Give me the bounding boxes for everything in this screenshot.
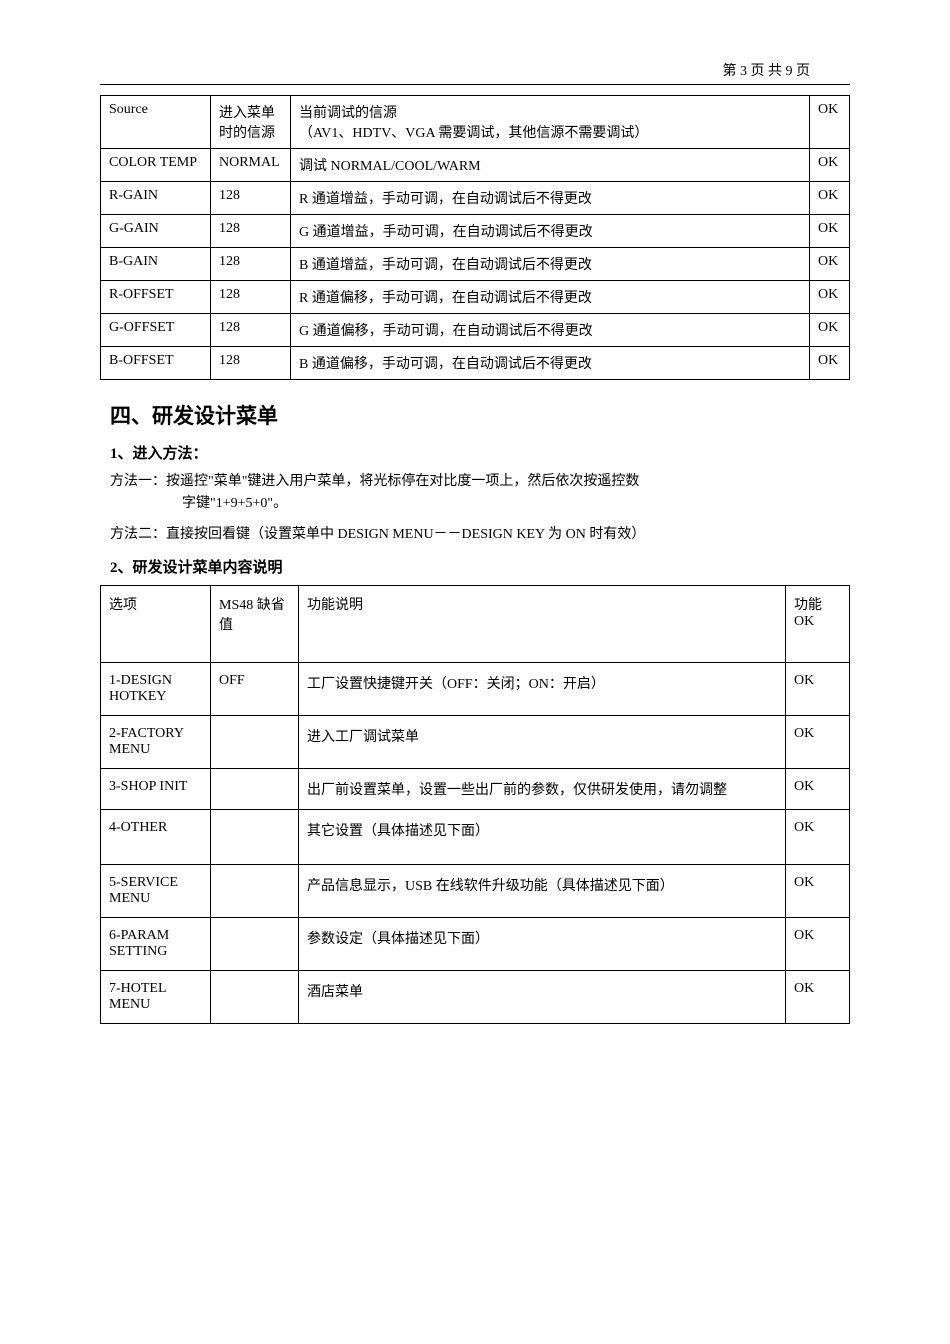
table-row: 2-FACTORY MENU 进入工厂调试菜单 OK xyxy=(101,716,850,769)
cell: 128 xyxy=(211,314,291,347)
method-1: 方法一：按遥控"菜单"键进入用户菜单，将光标停在对比度一项上，然后依次按遥控数 … xyxy=(110,471,840,516)
cell: OK xyxy=(810,314,850,347)
cell: OK xyxy=(810,347,850,380)
cell: 7-HOTEL MENU xyxy=(101,971,211,1024)
table-2: 选项 MS48 缺省值 功能说明 功能 OK 1-DESIGN HOTKEY O… xyxy=(100,585,850,1024)
cell: 128 xyxy=(211,347,291,380)
table-row: G-OFFSET 128 G 通道偏移，手动可调，在自动调试后不得更改 OK xyxy=(101,314,850,347)
table-1: Source 进入菜单时的信源 当前调试的信源 （AV1、HDTV、VGA 需要… xyxy=(100,95,850,380)
table-row: G-GAIN 128 G 通道增益，手动可调，在自动调试后不得更改 OK xyxy=(101,215,850,248)
cell: Source xyxy=(101,96,211,149)
table-row: Source 进入菜单时的信源 当前调试的信源 （AV1、HDTV、VGA 需要… xyxy=(101,96,850,149)
cell: OK xyxy=(786,865,850,918)
cell: 进入菜单时的信源 xyxy=(211,96,291,149)
header-cell: MS48 缺省值 xyxy=(211,586,299,663)
table-row: R-GAIN 128 R 通道增益，手动可调，在自动调试后不得更改 OK xyxy=(101,182,850,215)
cell: G-OFFSET xyxy=(101,314,211,347)
cell: B 通道偏移，手动可调，在自动调试后不得更改 xyxy=(291,347,810,380)
cell: 128 xyxy=(211,182,291,215)
header-cell: 功能说明 xyxy=(299,586,786,663)
table-row: 7-HOTEL MENU 酒店菜单 OK xyxy=(101,971,850,1024)
table-row: 3-SHOP INIT 出厂前设置菜单，设置一些出厂前的参数，仅供研发使用，请勿… xyxy=(101,769,850,810)
cell: OK xyxy=(786,918,850,971)
cell: B-OFFSET xyxy=(101,347,211,380)
cell: OK xyxy=(786,663,850,716)
page-number: 第 3 页 共 9 页 xyxy=(100,60,850,80)
cell: OK xyxy=(786,769,850,810)
cell: R 通道偏移，手动可调，在自动调试后不得更改 xyxy=(291,281,810,314)
cell: OFF xyxy=(211,663,299,716)
cell: 酒店菜单 xyxy=(299,971,786,1024)
cell xyxy=(211,769,299,810)
cell: 参数设定（具体描述见下面） xyxy=(299,918,786,971)
cell: 当前调试的信源 （AV1、HDTV、VGA 需要调试，其他信源不需要调试） xyxy=(291,96,810,149)
cell: 5-SERVICE MENU xyxy=(101,865,211,918)
cell-text: （AV1、HDTV、VGA 需要调试，其他信源不需要调试） xyxy=(299,122,801,142)
cell: R-OFFSET xyxy=(101,281,211,314)
table-row: 5-SERVICE MENU 产品信息显示，USB 在线软件升级功能（具体描述见… xyxy=(101,865,850,918)
cell xyxy=(211,810,299,865)
table-row: 1-DESIGN HOTKEY OFF 工厂设置快捷键开关（OFF：关闭；ON：… xyxy=(101,663,850,716)
cell: OK xyxy=(786,810,850,865)
cell: OK xyxy=(810,182,850,215)
section-4-heading: 四、研发设计菜单 xyxy=(110,400,850,430)
cell: 进入工厂调试菜单 xyxy=(299,716,786,769)
sub-heading-1: 1、进入方法： xyxy=(110,442,850,463)
cell: G-GAIN xyxy=(101,215,211,248)
cell: OK xyxy=(810,215,850,248)
cell xyxy=(211,971,299,1024)
cell: 3-SHOP INIT xyxy=(101,769,211,810)
cell: OK xyxy=(810,281,850,314)
cell: B 通道增益，手动可调，在自动调试后不得更改 xyxy=(291,248,810,281)
header-cell: 功能 OK xyxy=(786,586,850,663)
table-header-row: 选项 MS48 缺省值 功能说明 功能 OK xyxy=(101,586,850,663)
cell: R-GAIN xyxy=(101,182,211,215)
table-row: B-OFFSET 128 B 通道偏移，手动可调，在自动调试后不得更改 OK xyxy=(101,347,850,380)
method-1-line-2: 字键"1+9+5+0"。 xyxy=(110,496,287,511)
cell: 工厂设置快捷键开关（OFF：关闭；ON：开启） xyxy=(299,663,786,716)
cell: G 通道增益，手动可调，在自动调试后不得更改 xyxy=(291,215,810,248)
method-1-line-1: 方法一：按遥控"菜单"键进入用户菜单，将光标停在对比度一项上，然后依次按遥控数 xyxy=(110,471,840,493)
cell: 128 xyxy=(211,248,291,281)
cell: 4-OTHER xyxy=(101,810,211,865)
cell: OK xyxy=(810,96,850,149)
cell-text: 当前调试的信源 xyxy=(299,102,801,122)
cell: 1-DESIGN HOTKEY xyxy=(101,663,211,716)
cell: 128 xyxy=(211,281,291,314)
cell: 6-PARAM SETTING xyxy=(101,918,211,971)
header-cell: 选项 xyxy=(101,586,211,663)
cell: OK xyxy=(786,716,850,769)
cell: 其它设置（具体描述见下面） xyxy=(299,810,786,865)
cell: R 通道增益，手动可调，在自动调试后不得更改 xyxy=(291,182,810,215)
table-row: R-OFFSET 128 R 通道偏移，手动可调，在自动调试后不得更改 OK xyxy=(101,281,850,314)
method-2: 方法二：直接按回看键（设置菜单中 DESIGN MENU－－DESIGN KEY… xyxy=(110,524,840,546)
table-row: B-GAIN 128 B 通道增益，手动可调，在自动调试后不得更改 OK xyxy=(101,248,850,281)
cell: 128 xyxy=(211,215,291,248)
table-row: 4-OTHER 其它设置（具体描述见下面） OK xyxy=(101,810,850,865)
cell xyxy=(211,918,299,971)
cell: OK xyxy=(786,971,850,1024)
header-divider xyxy=(100,84,850,85)
cell: 出厂前设置菜单，设置一些出厂前的参数，仅供研发使用，请勿调整 xyxy=(299,769,786,810)
cell: OK xyxy=(810,149,850,182)
cell: B-GAIN xyxy=(101,248,211,281)
cell: G 通道偏移，手动可调，在自动调试后不得更改 xyxy=(291,314,810,347)
cell: COLOR TEMP xyxy=(101,149,211,182)
cell: NORMAL xyxy=(211,149,291,182)
cell: 产品信息显示，USB 在线软件升级功能（具体描述见下面） xyxy=(299,865,786,918)
cell xyxy=(211,716,299,769)
table-row: COLOR TEMP NORMAL 调试 NORMAL/COOL/WARM OK xyxy=(101,149,850,182)
cell: 调试 NORMAL/COOL/WARM xyxy=(291,149,810,182)
table-row: 6-PARAM SETTING 参数设定（具体描述见下面） OK xyxy=(101,918,850,971)
cell xyxy=(211,865,299,918)
sub-heading-2: 2、研发设计菜单内容说明 xyxy=(110,556,850,577)
cell: OK xyxy=(810,248,850,281)
cell: 2-FACTORY MENU xyxy=(101,716,211,769)
